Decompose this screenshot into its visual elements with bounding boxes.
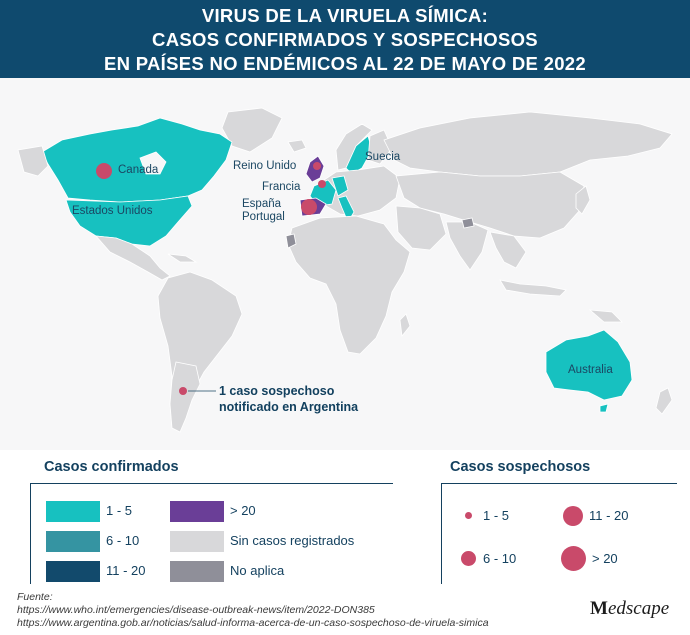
swatch-label-6-10: 6 - 10 xyxy=(106,533,140,548)
suspected-label-1-5: 1 - 5 xyxy=(483,508,510,523)
swatch-label-not-applicable: No aplica xyxy=(230,563,285,578)
argentina-shape xyxy=(169,361,201,433)
norway-shape xyxy=(335,123,373,171)
germany-shape xyxy=(331,175,349,197)
canada-suspected-dot xyxy=(96,163,112,179)
swatch-label-over-20: > 20 xyxy=(230,503,256,518)
swatch-6-10 xyxy=(46,531,100,552)
legend-suspected-frame xyxy=(441,483,677,584)
suspected-dot-6-10 xyxy=(461,551,476,566)
argentina-suspected-dot xyxy=(179,387,187,395)
header-banner: VIRUS DE LA VIRUELA SÍMICA: CASOS CONFIR… xyxy=(0,0,690,78)
medscape-logo: Medscape xyxy=(590,598,669,620)
spain-suspected-dot xyxy=(301,199,317,215)
swatch-label-no-cases: Sin casos registrados xyxy=(230,533,355,548)
suspected-dot-over-20 xyxy=(561,546,586,571)
title-line-2: CASOS CONFIRMADOS Y SOSPECHOSOS xyxy=(152,29,538,50)
label-portugal: Portugal xyxy=(242,211,285,223)
western-sahara-shape xyxy=(285,233,297,249)
legend-suspected-title: Casos sospechosos xyxy=(450,459,591,475)
australia-shape xyxy=(545,329,633,401)
suspected-label-11-20: 11 - 20 xyxy=(589,508,629,523)
label-spain: España xyxy=(242,198,282,210)
source-link-argentina[interactable]: https://www.argentina.gob.ar/noticias/sa… xyxy=(17,617,489,629)
mexico-shape xyxy=(95,235,171,281)
world-map xyxy=(17,107,673,433)
callout-line-1: 1 caso sospechoso xyxy=(219,384,335,398)
logo-rest: edscape xyxy=(607,598,670,619)
russia-shape xyxy=(383,111,673,177)
label-uk: Reino Unido xyxy=(233,160,297,172)
label-australia: Australia xyxy=(568,364,613,376)
usa-shape xyxy=(65,195,193,247)
swatch-11-20 xyxy=(46,561,100,582)
title-line-3: EN PAÍSES NO ENDÉMICOS AL 22 DE MAYO DE … xyxy=(103,53,586,74)
swatch-not-applicable xyxy=(170,561,224,582)
source-link-who[interactable]: https://www.who.int/emergencies/disease-… xyxy=(17,604,375,616)
uk-suspected-dot xyxy=(313,162,321,170)
india-shape xyxy=(445,221,489,271)
suspected-dot-11-20 xyxy=(563,506,583,526)
callout-line-2: notificado en Argentina xyxy=(219,400,359,414)
swatch-over-20 xyxy=(170,501,224,522)
swatch-label-11-20: 11 - 20 xyxy=(106,563,146,578)
france-suspected-dot xyxy=(318,180,326,188)
label-sweden: Suecia xyxy=(365,151,401,163)
alaska-shape xyxy=(17,145,49,177)
label-usa: Estados Unidos xyxy=(72,205,153,217)
middle-east-shape xyxy=(395,205,447,251)
greenland-shape xyxy=(221,107,283,153)
finland-shape xyxy=(367,129,393,165)
swatch-no-cases xyxy=(170,531,224,552)
legend-confirmed-frame xyxy=(30,483,393,584)
suspected-dot-1-5 xyxy=(465,512,472,519)
se-asia-shape xyxy=(489,231,527,269)
label-france: Francia xyxy=(262,181,301,193)
legend-confirmed-title: Casos confirmados xyxy=(44,459,179,475)
suspected-label-6-10: 6 - 10 xyxy=(483,551,517,566)
suspected-label-over-20: > 20 xyxy=(592,551,618,566)
argentina-callout: 1 caso sospechoso notificado en Argentin… xyxy=(219,383,358,415)
asia-shape xyxy=(395,171,585,239)
swatch-label-1-5: 1 - 5 xyxy=(106,503,133,518)
canada-shape xyxy=(41,117,233,203)
label-canada: Canada xyxy=(118,164,159,176)
africa-shape xyxy=(287,215,411,355)
source-heading: Fuente: xyxy=(17,591,53,603)
logo-initial: M xyxy=(590,598,608,619)
swatch-1-5 xyxy=(46,501,100,522)
title-line-1: VIRUS DE LA VIRUELA SÍMICA: xyxy=(201,5,489,26)
